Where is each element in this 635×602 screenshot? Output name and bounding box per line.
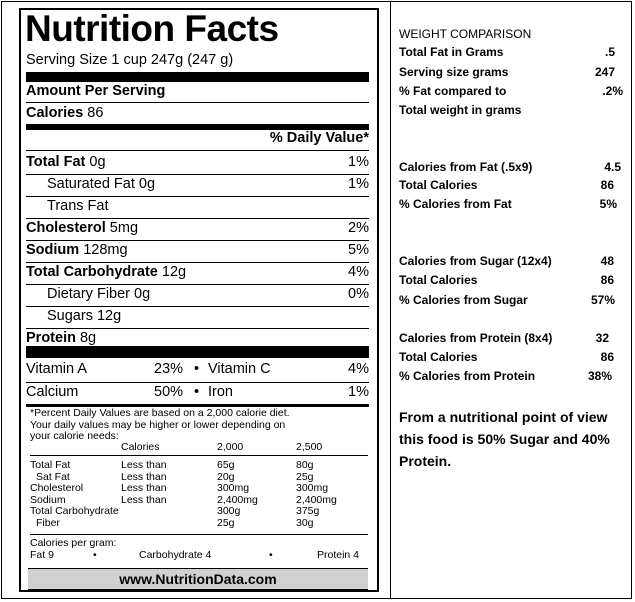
comparison-value: 32 — [595, 331, 609, 345]
column-divider — [390, 1, 391, 599]
comparison-label: Calories from Protein (8x4) — [399, 331, 553, 345]
thick-rule — [26, 72, 369, 82]
ref-table-header: 2,500 — [296, 441, 323, 453]
comparison-label: Serving size grams — [399, 65, 509, 79]
comparison-value: 57% — [590, 293, 615, 307]
serving-size: Serving Size 1 cup 247g (247 g) — [26, 52, 234, 68]
label-title: Nutrition Facts — [25, 8, 279, 49]
rule — [26, 262, 369, 263]
comparison-label: Calories from Sugar (12x4) — [399, 254, 552, 268]
comparison-label: Total Calories — [399, 350, 478, 364]
rule — [26, 284, 369, 285]
rule — [26, 328, 369, 329]
cpg-bullet: • — [269, 549, 273, 561]
comparison-value: .2% — [602, 84, 623, 98]
calories-label: Calories — [26, 105, 84, 121]
rule — [30, 534, 368, 535]
calories-value: 86 — [87, 105, 104, 121]
rule — [26, 404, 369, 407]
ref-table-header: 2,000 — [217, 441, 244, 453]
rule — [26, 382, 369, 383]
comparison-value: 48 — [600, 254, 614, 268]
rule — [26, 174, 369, 175]
comparison-label: Total Calories — [399, 178, 478, 192]
comparison-value: 86 — [600, 350, 614, 364]
rule — [30, 455, 368, 456]
rule — [26, 218, 369, 219]
ref-table-qualifiers: Less than Less than Less than Less than — [121, 459, 167, 506]
rule — [26, 150, 369, 151]
footnote: *Percent Daily Values are based on a 2,0… — [30, 407, 290, 443]
comparison-value: 5% — [599, 197, 617, 211]
comparison-value: 86 — [600, 178, 614, 192]
ref-table-header: Calories — [121, 441, 160, 453]
medium-rule — [26, 124, 369, 130]
comparison-label: % Calories from Sugar — [399, 293, 528, 307]
cpg-bullet: • — [93, 549, 97, 561]
cpg-protein: Protein 4 — [317, 549, 360, 561]
comparison-label: Total Calories — [399, 273, 478, 287]
comparison-heading: WEIGHT COMPARISON — [399, 27, 532, 41]
rule — [26, 306, 369, 307]
website-footer: www.NutritionData.com — [28, 568, 368, 590]
comparison-value: 4.5 — [604, 160, 621, 174]
comparison-value: .5 — [604, 45, 615, 59]
rule — [26, 240, 369, 241]
comparison-label: Total Fat in Grams — [399, 45, 504, 59]
ref-table-labels: Total Fat Sat Fat Cholesterol Sodium Tot… — [30, 459, 119, 529]
calories-per-gram: Calories per gram: — [30, 537, 117, 549]
comparison-label: Calories from Fat (.5x9) — [399, 160, 533, 174]
ref-table-2000: 65g 20g 300mg 2,400mg 300g 25g — [217, 459, 258, 529]
comparison-label: % Fat compared to — [399, 84, 507, 98]
comparison-label: Total weight in grams — [399, 103, 522, 117]
rule — [26, 102, 369, 103]
ref-table-2500: 80g 25g 300mg 2,400mg 375g 30g — [296, 459, 337, 529]
comparison-label: % Calories from Protein — [399, 369, 536, 383]
comparison-value: 86 — [600, 273, 614, 287]
comparison-value: 247 — [594, 65, 615, 79]
thick-rule — [26, 346, 369, 358]
summary-text: From a nutritional point of view this fo… — [399, 409, 610, 469]
comparison-label: % Calories from Fat — [399, 197, 512, 211]
cpg-carb: Carbohydrate 4 — [139, 549, 212, 561]
nutrition-facts-label: Nutrition Facts Serving Size 1 cup 247g … — [19, 8, 379, 592]
cpg-fat: Fat 9 — [30, 549, 54, 561]
comparison-value: 38% — [587, 369, 612, 383]
rule — [26, 196, 369, 197]
